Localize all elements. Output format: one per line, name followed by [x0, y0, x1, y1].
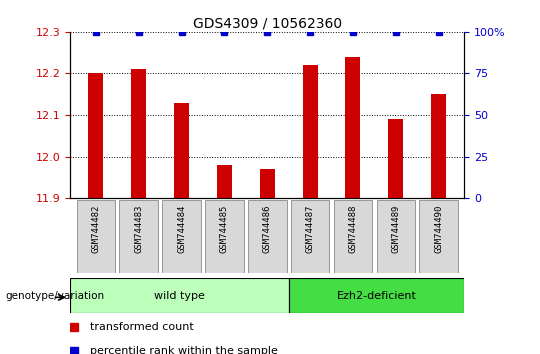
FancyBboxPatch shape — [334, 200, 372, 273]
Text: transformed count: transformed count — [90, 322, 194, 332]
Text: wild type: wild type — [154, 291, 205, 301]
FancyBboxPatch shape — [70, 278, 289, 313]
Bar — [217, 165, 232, 198]
Bar — [388, 119, 403, 198]
FancyBboxPatch shape — [163, 200, 201, 273]
Bar — [260, 169, 275, 198]
FancyBboxPatch shape — [119, 200, 158, 273]
Bar — [346, 57, 361, 198]
Text: GSM744483: GSM744483 — [134, 204, 143, 252]
FancyBboxPatch shape — [289, 278, 464, 313]
Text: GSM744484: GSM744484 — [177, 204, 186, 252]
Title: GDS4309 / 10562360: GDS4309 / 10562360 — [193, 17, 342, 31]
FancyBboxPatch shape — [248, 200, 287, 273]
Bar — [131, 69, 146, 198]
Text: GSM744486: GSM744486 — [263, 204, 272, 252]
Bar — [431, 94, 446, 198]
Text: GSM744485: GSM744485 — [220, 204, 229, 252]
Text: GSM744489: GSM744489 — [392, 204, 400, 252]
Text: GSM744490: GSM744490 — [434, 204, 443, 252]
Text: genotype/variation: genotype/variation — [5, 291, 105, 301]
Bar — [302, 65, 318, 198]
FancyBboxPatch shape — [77, 200, 115, 273]
FancyBboxPatch shape — [420, 200, 458, 273]
Text: GSM744487: GSM744487 — [306, 204, 315, 252]
Text: percentile rank within the sample: percentile rank within the sample — [90, 346, 278, 354]
Text: Ezh2-deficient: Ezh2-deficient — [337, 291, 417, 301]
Text: GSM744488: GSM744488 — [348, 204, 357, 252]
Bar — [89, 74, 103, 198]
FancyBboxPatch shape — [205, 200, 244, 273]
FancyBboxPatch shape — [376, 200, 415, 273]
Bar — [174, 103, 189, 198]
FancyBboxPatch shape — [291, 200, 329, 273]
Text: GSM744482: GSM744482 — [91, 204, 100, 252]
